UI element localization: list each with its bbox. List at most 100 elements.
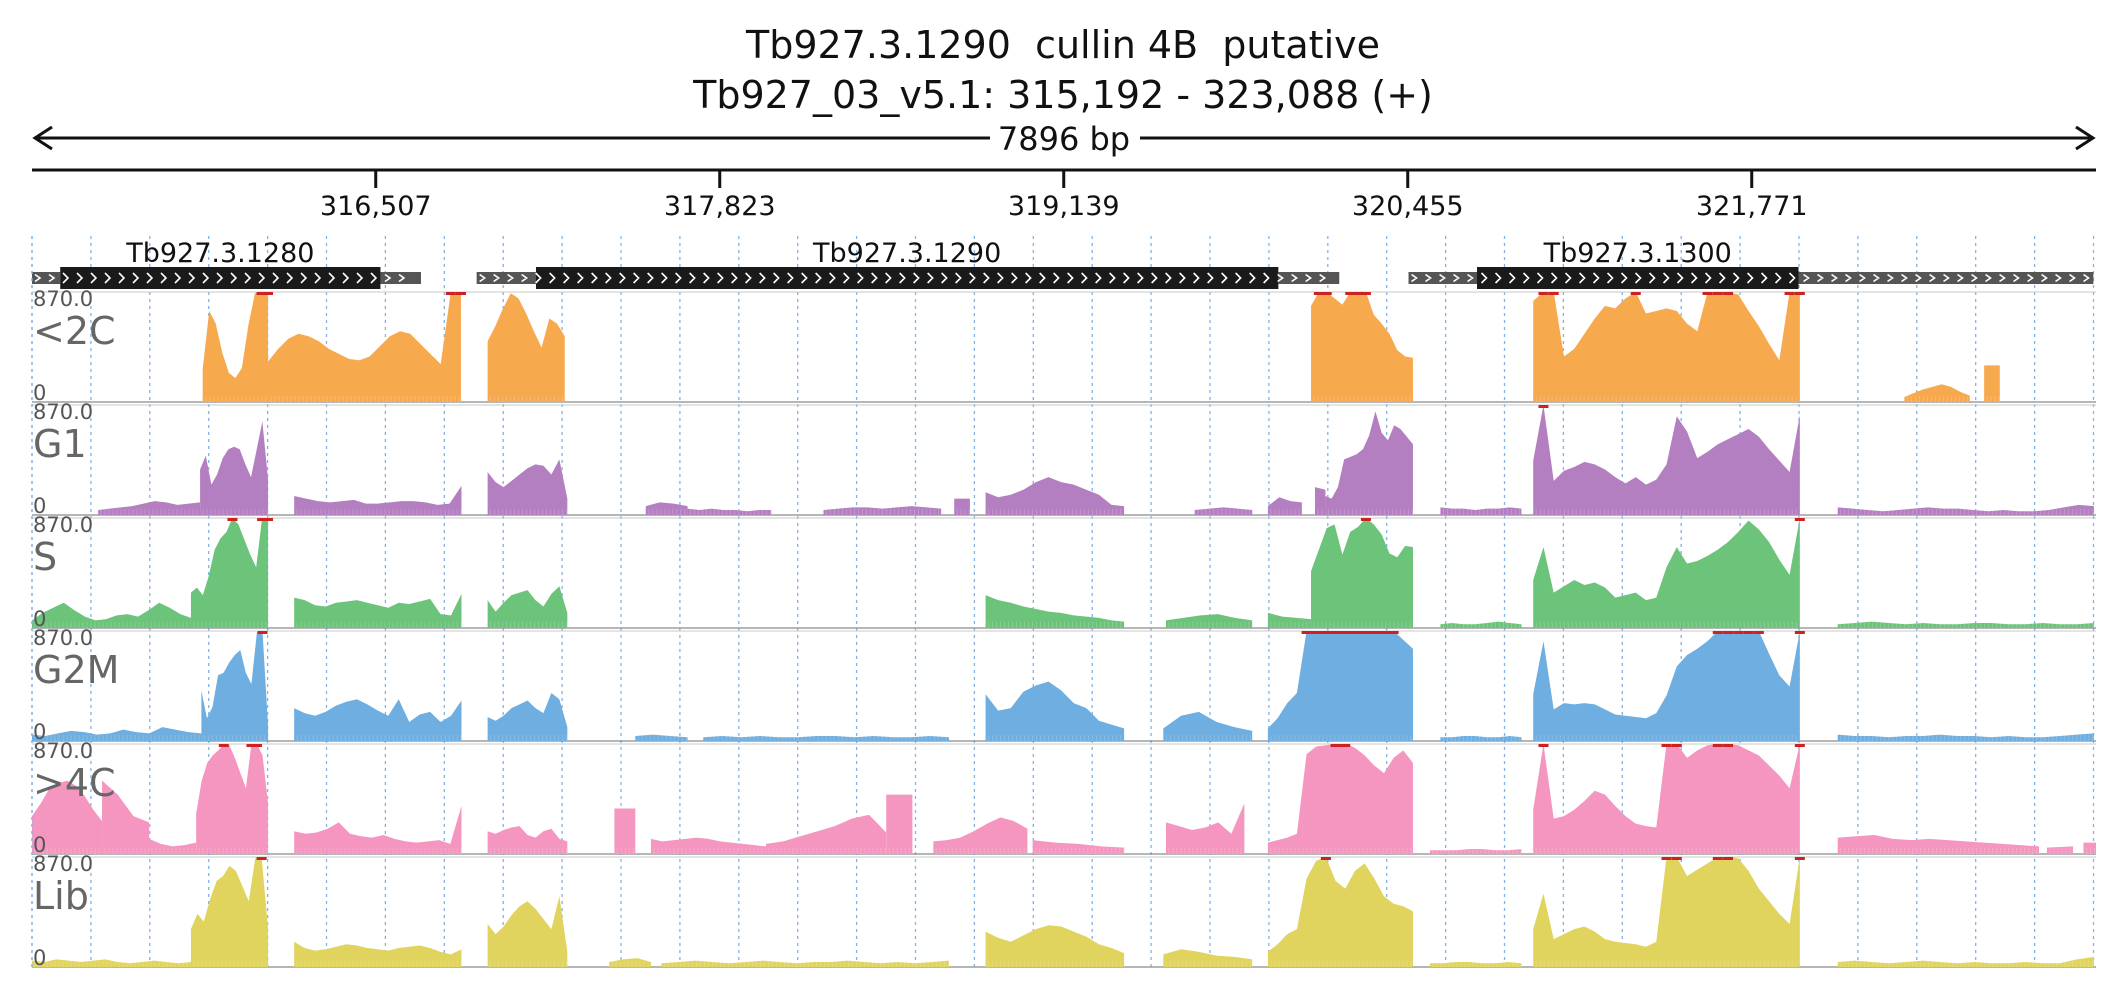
coverage-area	[1163, 949, 1253, 967]
coverage-texture	[663, 961, 949, 967]
ruler-tick-label: 316,507	[320, 191, 432, 222]
clip-mark	[1360, 518, 1371, 521]
coverage-texture	[34, 622, 188, 628]
coverage-area	[1837, 504, 2094, 515]
coverage-area	[1837, 956, 2094, 967]
coverage-area	[1163, 711, 1253, 741]
coverage-texture	[490, 509, 568, 515]
clip-mark	[1723, 744, 1734, 747]
coverage-texture	[1432, 848, 1522, 854]
coverage-texture	[296, 509, 462, 515]
coverage-texture	[490, 848, 568, 854]
coverage-texture	[202, 509, 268, 515]
chart-subtitle: Tb927_03_v5.1: 315,192 - 323,088 (+)	[693, 73, 1433, 117]
coverage-area	[1533, 744, 1800, 854]
clip-mark	[1320, 857, 1331, 860]
track-max-label: 870.0	[33, 739, 93, 763]
coverage-texture	[34, 848, 100, 854]
coverage-area	[1904, 384, 1970, 402]
coverage-area	[294, 593, 462, 628]
track-max-label: 870.0	[33, 513, 93, 537]
coverage-texture	[34, 735, 200, 741]
coverage-texture	[1535, 848, 1797, 854]
clip-mark	[1349, 631, 1360, 634]
clip-mark	[1360, 292, 1371, 295]
coverage-area	[1533, 857, 1800, 967]
track-zero-label: 0	[33, 494, 46, 518]
gene-strand-arrows	[1411, 272, 2090, 284]
coverage-area	[1165, 614, 1253, 628]
coverage-texture	[151, 848, 197, 854]
coverage-texture	[956, 509, 970, 515]
coverage-area	[1165, 803, 1245, 854]
coverage-area	[196, 744, 269, 854]
coverage-texture	[193, 622, 267, 628]
coverage-texture	[637, 735, 687, 741]
clip-mark	[257, 518, 268, 521]
track-zero-label: 0	[33, 720, 46, 744]
coverage-area	[645, 502, 688, 515]
coverage-texture	[648, 509, 686, 515]
clip-mark	[227, 518, 238, 521]
clip-mark	[1712, 744, 1723, 747]
clip-mark	[1723, 292, 1734, 295]
gene-strand-arrows	[479, 272, 1327, 284]
coverage-area	[1533, 631, 1800, 741]
coverage-texture	[1165, 735, 1251, 741]
coverage-area	[614, 808, 636, 854]
coverage-area	[766, 814, 887, 854]
coverage-texture	[1313, 396, 1411, 402]
clip-mark	[1359, 631, 1370, 634]
clip-mark	[1671, 744, 1682, 747]
clip-mark	[1630, 292, 1641, 295]
coverage-texture	[653, 848, 767, 854]
coverage-area	[32, 959, 191, 967]
coverage-area	[2046, 846, 2073, 854]
coverage-texture	[1535, 961, 1797, 967]
ruler-tick-label: 319,139	[1008, 191, 1120, 222]
coverage-texture	[198, 848, 268, 854]
chart-title: Tb927.3.1290 cullin 4B putative	[746, 23, 1380, 67]
coverage-texture	[1165, 961, 1251, 967]
clip-mark	[1712, 857, 1723, 860]
coverage-area	[268, 292, 461, 402]
coverage-area	[1429, 961, 1522, 967]
coverage-texture	[1270, 848, 1412, 854]
track-name: >4C	[33, 761, 116, 805]
clip-mark	[1661, 857, 1672, 860]
coverage-area	[1837, 621, 2094, 628]
clip-mark	[1794, 744, 1805, 747]
coverage-area	[985, 681, 1125, 741]
track-zero-label: 0	[33, 946, 46, 970]
gene-cds	[60, 267, 381, 289]
ruler-tick-label: 320,455	[1352, 191, 1464, 222]
gene-strand-arrows	[34, 272, 406, 284]
clip-mark	[1723, 857, 1734, 860]
coverage-area	[190, 518, 269, 628]
clip-mark	[1388, 631, 1399, 634]
coverage-area	[1267, 612, 1312, 628]
coverage-texture	[611, 961, 649, 967]
clip-mark	[1794, 518, 1805, 521]
coverage-area	[687, 508, 772, 515]
coverage-texture	[1535, 396, 1797, 402]
track-max-label: 870.0	[33, 626, 93, 650]
clip-mark	[1733, 631, 1744, 634]
coverage-area	[985, 595, 1125, 628]
coverage-texture	[490, 396, 564, 402]
track-name: Lib	[33, 874, 89, 918]
track-zero-label: 0	[33, 607, 46, 631]
coverage-area	[1429, 848, 1522, 854]
coverage-area	[1311, 292, 1413, 402]
gene-utr3	[1278, 272, 1340, 284]
coverage-area	[985, 925, 1125, 967]
coverage-texture	[1535, 509, 1797, 515]
coverage-area	[487, 586, 568, 628]
coverage-area	[2083, 842, 2096, 854]
clip-mark	[1313, 292, 1324, 295]
clip-mark	[246, 744, 257, 747]
coverage-texture	[296, 848, 462, 854]
coverage-texture	[34, 961, 188, 967]
coverage-texture	[296, 961, 462, 967]
